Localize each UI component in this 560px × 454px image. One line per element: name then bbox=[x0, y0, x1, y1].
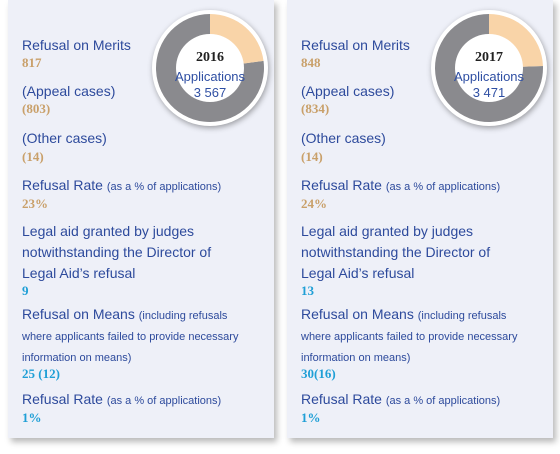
legal-aid-line1: Legal aid granted by judges bbox=[22, 223, 195, 239]
refusal-rate-merits-value: 23% bbox=[22, 196, 48, 211]
legal-aid-line2: notwithstanding the Director of bbox=[301, 244, 491, 260]
stats-panel-2017: 2017 Applications 3 471 Refusal on Merit… bbox=[287, 0, 553, 438]
refusal-rate-merits-heading: Refusal Rate (as a % of applications) bbox=[22, 177, 221, 195]
refusal-on-means-heading: Refusal on Means (including refusals whe… bbox=[22, 304, 238, 369]
refusal-on-means-note3: information on means) bbox=[22, 352, 132, 364]
applications-label: Applications bbox=[174, 69, 246, 84]
donut-svg bbox=[152, 10, 268, 126]
refusal-on-means-note2: where applicants failed to provide neces… bbox=[301, 331, 518, 343]
legal-aid-line2: notwithstanding the Director of bbox=[22, 244, 212, 260]
refusal-on-means-label: Refusal on Means bbox=[22, 306, 135, 322]
refusal-rate-label: Refusal Rate bbox=[22, 177, 103, 193]
applications-donut-chart: 2017 Applications 3 471 bbox=[429, 8, 549, 128]
legal-aid-granted-value: 13 bbox=[301, 283, 314, 298]
refusal-on-merits-label: Refusal on Merits bbox=[301, 37, 410, 53]
applications-value: 3 471 bbox=[472, 85, 506, 100]
appeal-cases-value: (834) bbox=[301, 101, 330, 116]
donut-main-segment bbox=[156, 14, 264, 122]
refusal-on-means-value: 25 (12) bbox=[22, 366, 60, 381]
appeal-cases-label: (Appeal cases) bbox=[22, 83, 116, 99]
refusal-on-merits-label: Refusal on Merits bbox=[22, 37, 131, 53]
refusal-on-means-value: 30(16) bbox=[301, 366, 336, 381]
refusal-on-merits-value: 817 bbox=[22, 55, 42, 70]
donut-center bbox=[176, 34, 244, 102]
legal-aid-granted-heading: Legal aid granted by judges notwithstand… bbox=[22, 221, 211, 284]
refusal-on-merits-value: 848 bbox=[301, 55, 321, 70]
applications-label: Applications bbox=[453, 69, 525, 84]
appeal-cases-value: (803) bbox=[22, 101, 51, 116]
refusal-rate-means-heading: Refusal Rate (as a % of applications) bbox=[301, 391, 500, 409]
refusal-rate-means-heading: Refusal Rate (as a % of applications) bbox=[22, 391, 221, 409]
refusal-rate-merits-value: 24% bbox=[301, 196, 327, 211]
refusal-on-means-note1: (including refusals bbox=[138, 310, 228, 322]
other-cases-value: (14) bbox=[301, 149, 323, 164]
year-label: 2017 bbox=[475, 50, 503, 65]
refusal-rate-means-value: 1% bbox=[301, 410, 321, 425]
refusal-rate-merits-heading: Refusal Rate (as a % of applications) bbox=[301, 177, 500, 195]
refusal-rate-note: (as a % of applications) bbox=[106, 181, 222, 193]
other-cases-label: (Other cases) bbox=[301, 130, 386, 146]
refusal-on-means-note1: (including refusals bbox=[417, 310, 507, 322]
refusal-on-means-note2: where applicants failed to provide neces… bbox=[22, 331, 239, 343]
legal-aid-line3: Legal Aid’s refusal bbox=[22, 265, 136, 281]
refusal-rate-note: (as a % of applications) bbox=[106, 395, 222, 407]
legal-aid-line1: Legal aid granted by judges bbox=[301, 223, 474, 239]
applications-value: 3 567 bbox=[193, 85, 227, 100]
refusal-rate-means-value: 1% bbox=[22, 410, 42, 425]
refusal-rate-note: (as a % of applications) bbox=[385, 181, 501, 193]
refusal-rate-label: Refusal Rate bbox=[22, 391, 103, 407]
other-cases-value: (14) bbox=[22, 149, 44, 164]
refusal-rate-label: Refusal Rate bbox=[301, 177, 382, 193]
year-label: 2016 bbox=[196, 50, 224, 65]
refusal-on-means-note3: information on means) bbox=[301, 352, 411, 364]
refusal-on-means-label: Refusal on Means bbox=[301, 306, 414, 322]
legal-aid-granted-heading: Legal aid granted by judges notwithstand… bbox=[301, 221, 490, 284]
donut-svg bbox=[431, 10, 547, 126]
other-cases-label: (Other cases) bbox=[22, 130, 107, 146]
donut-center bbox=[455, 34, 523, 102]
legal-aid-granted-value: 9 bbox=[22, 283, 29, 298]
stats-panel-2016: 2016 Applications 3 567 Refusal on Merit… bbox=[8, 0, 274, 438]
refusal-rate-label: Refusal Rate bbox=[301, 391, 382, 407]
legal-aid-line3: Legal Aid’s refusal bbox=[301, 265, 415, 281]
appeal-cases-label: (Appeal cases) bbox=[301, 83, 395, 99]
refusal-rate-note: (as a % of applications) bbox=[385, 395, 501, 407]
applications-donut-chart: 2016 Applications 3 567 bbox=[150, 8, 270, 128]
refusal-on-means-heading: Refusal on Means (including refusals whe… bbox=[301, 304, 517, 369]
